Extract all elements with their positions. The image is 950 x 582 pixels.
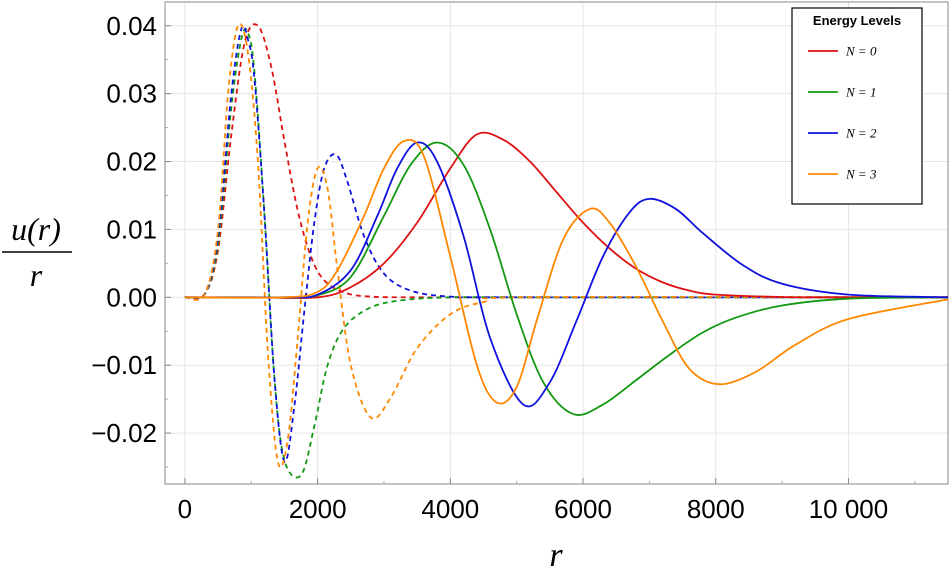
legend-items: N = 0 N = 1 N = 2 N = 3 — [808, 44, 877, 182]
y-tick-label: −0.01 — [91, 350, 157, 380]
y-tick-label: 0.01 — [106, 214, 157, 244]
legend: Energy Levels N = 0 N = 1 N = 2 N = 3 — [791, 7, 923, 205]
series-line-N3-dashed — [184, 23, 949, 469]
y-tick-label: 0.00 — [106, 282, 157, 312]
y-axis-label-denominator: r — [30, 257, 43, 293]
legend-label: N = 3 — [845, 167, 877, 182]
plot-frame — [164, 1, 949, 485]
series-lines — [184, 23, 949, 479]
x-tick-label: 0 — [178, 494, 192, 524]
x-axis-ticks: 0 2000 4000 6000 8000 10 000 — [178, 478, 916, 524]
series-line-N0-solid — [184, 131, 949, 299]
legend-box — [791, 7, 923, 205]
series-line-N2-solid — [184, 141, 949, 408]
series-line-N1-dashed — [184, 28, 948, 479]
legend-label: N = 2 — [845, 126, 877, 141]
y-tick-label: 0.03 — [106, 79, 157, 109]
x-axis-label: r — [549, 537, 563, 574]
legend-title: Energy Levels — [813, 13, 901, 28]
legend-label: N = 1 — [845, 85, 876, 100]
series-line-N1-solid — [184, 141, 949, 416]
series-line-N3-solid — [184, 139, 949, 405]
legend-label: N = 0 — [845, 44, 877, 59]
y-tick-label: 0.04 — [106, 11, 157, 41]
y-axis-ticks: −0.02 −0.01 0.00 0.01 0.02 0.03 0.04 — [91, 11, 171, 468]
series-line-N2-dashed — [184, 24, 949, 463]
x-tick-label: 10 000 — [809, 494, 889, 524]
y-tick-label: 0.02 — [106, 147, 157, 177]
x-tick-label: 6000 — [554, 494, 612, 524]
y-axis-label-numerator: u(r) — [11, 211, 61, 247]
x-tick-label: 8000 — [687, 494, 745, 524]
x-tick-label: 4000 — [421, 494, 479, 524]
x-tick-label: 2000 — [289, 494, 347, 524]
y-tick-label: −0.02 — [91, 418, 157, 448]
